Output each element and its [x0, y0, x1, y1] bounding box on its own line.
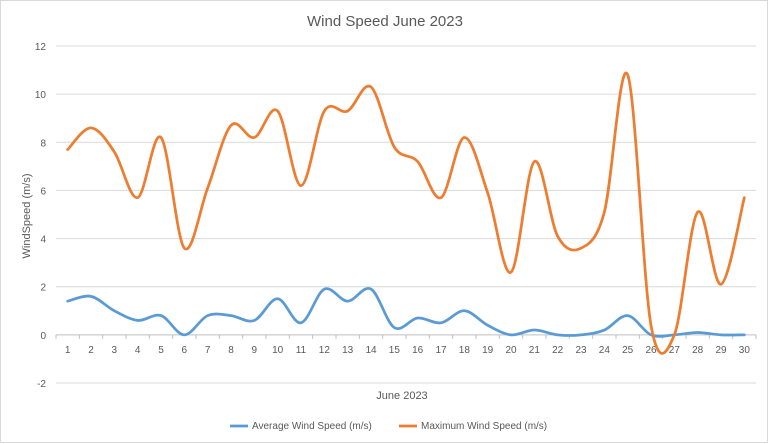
- x-tick-label: 15: [389, 345, 401, 356]
- x-tick-label: 14: [365, 345, 377, 356]
- x-tick-label: 1: [65, 345, 71, 356]
- x-tick-label: 24: [599, 345, 611, 356]
- x-tick-label: 7: [205, 345, 211, 356]
- series-line-maximum: [66, 71, 746, 355]
- legend-label: Average Wind Speed (m/s): [252, 421, 372, 432]
- legend: Average Wind Speed (m/s) Maximum Wind Spe…: [230, 421, 547, 432]
- x-tick-label: 23: [575, 345, 587, 356]
- x-tick-label: 26: [645, 345, 657, 356]
- y-tick-label: 4: [40, 235, 46, 246]
- y-tick-label: 2: [40, 283, 46, 294]
- x-tick-label: 28: [692, 345, 704, 356]
- y-axis-tick-labels: -2 0 2 4 6 8 10 12: [35, 42, 47, 390]
- gridlines: [55, 45, 757, 384]
- x-tick-label: 20: [505, 345, 517, 356]
- x-tick-label: 8: [228, 345, 234, 356]
- x-tick-label: 30: [739, 345, 751, 356]
- x-tick-label: 3: [112, 345, 118, 356]
- x-axis-tick-labels: 1 2 3 4 5 6 7 8 9 10 11 12 13 14 15 16 17 18 19 20 21 22 23 24 2…: [65, 345, 750, 356]
- series-line-average: [66, 287, 746, 338]
- x-tick-label: 27: [669, 345, 681, 356]
- x-tick-label: 9: [252, 345, 258, 356]
- x-tick-label: 18: [459, 345, 471, 356]
- y-tick-label: 6: [40, 186, 46, 197]
- y-tick-label: 0: [40, 331, 46, 342]
- x-tick-label: 10: [272, 345, 284, 356]
- x-tick-label: 22: [552, 345, 564, 356]
- x-tick-label: 4: [135, 345, 141, 356]
- x-tick-label: 5: [158, 345, 164, 356]
- x-tick-label: 29: [715, 345, 727, 356]
- y-tick-label: 12: [35, 42, 47, 53]
- chart-title: Wind Speed June 2023: [307, 13, 463, 30]
- x-tick-label: 21: [529, 345, 541, 356]
- y-tick-label: 8: [40, 138, 46, 149]
- x-tick-label: 17: [435, 345, 447, 356]
- series-lines: [66, 71, 746, 355]
- x-tick-label: 6: [182, 345, 188, 356]
- x-tick-label: 13: [342, 345, 354, 356]
- y-tick-label: 10: [35, 90, 47, 101]
- x-tick-label: 11: [296, 345, 307, 356]
- x-axis-title: June 2023: [376, 390, 427, 402]
- y-axis-title: WindSpeed (m/s): [21, 174, 33, 259]
- x-tick-label: 25: [622, 345, 634, 356]
- x-tick-label: 19: [482, 345, 494, 356]
- x-tick-label: 12: [319, 345, 331, 356]
- legend-label: Maximum Wind Speed (m/s): [421, 421, 547, 432]
- x-tick-label: 2: [88, 345, 94, 356]
- y-tick-label: -2: [37, 379, 46, 390]
- x-tick-label: 16: [412, 345, 424, 356]
